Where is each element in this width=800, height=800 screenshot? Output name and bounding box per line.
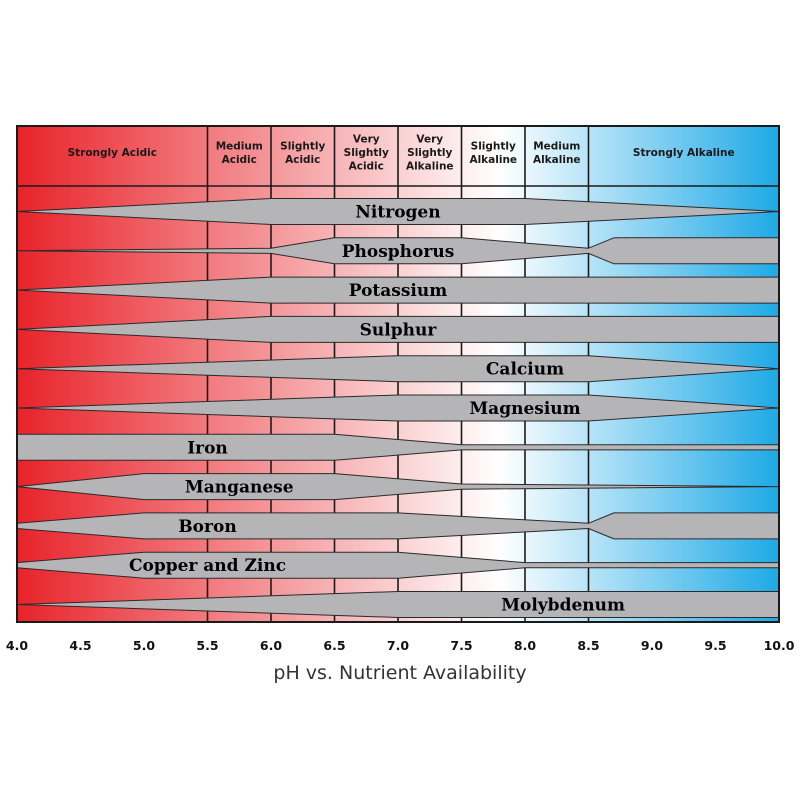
x-tick-label: 5.5 [196,638,218,653]
nutrient-label: Calcium [486,360,564,380]
nutrient-label: Copper and Zinc [129,556,286,576]
zone-label: Slightly Acidic [280,140,325,166]
zone-label: Very Slightly Alkaline [406,134,454,173]
nutrient-label: Potassium [349,281,447,301]
x-tick-label: 6.0 [260,638,282,653]
nutrient-band [16,512,780,540]
zone-label-line: Strongly Acidic [68,147,157,159]
x-tick-label: 4.5 [69,638,91,653]
zone-label-line: Slightly [280,140,325,152]
nutrient-label: Iron [187,438,228,458]
zone-label: Very Slightly Acidic [344,134,389,173]
zone-label-line: Slightly [344,147,389,159]
x-tick-label: 7.5 [450,638,472,653]
nutrient-labels: Nitrogen Phosphorus Potassium Sulphur Calciu… [129,203,625,616]
zone-label-line: Strongly Alkaline [633,147,735,159]
x-tick-label: 8.5 [577,638,599,653]
nutrient-label: Manganese [185,478,294,498]
ph-zone-labels: Strongly Acidic Medium Acidic Slightly Acidi… [68,134,735,173]
zone-label-line: Acidic [285,154,320,166]
x-tick-label: 6.5 [323,638,345,653]
nutrient-label: Sulphur [360,320,438,340]
x-tick-label: 8.0 [514,638,536,653]
zone-label-line: Alkaline [533,154,581,166]
zone-label-line: Slightly [471,140,516,152]
zone-label: Slightly Alkaline [469,140,517,166]
nutrient-label: Nitrogen [355,203,440,223]
zone-label: Strongly Alkaline [633,147,735,159]
nutrient-label: Magnesium [469,399,580,419]
chart-title: pH vs. Nutrient Availability [273,662,527,684]
zone-label: Medium Acidic [216,140,263,166]
zone-label-line: Slightly [407,147,452,159]
zone-label: Medium Alkaline [533,140,581,166]
zone-label-line: Very [353,134,380,146]
x-tick-label: 10.0 [764,638,795,653]
plot-border [16,125,780,623]
x-tick-label: 7.0 [387,638,409,653]
x-tick-label: 5.0 [133,638,155,653]
x-tick-label: 9.5 [704,638,726,653]
zone-label-line: Medium [533,140,580,152]
nutrient-label: Molybdenum [501,596,625,616]
zone-label-line: Alkaline [469,154,517,166]
nutrient-label: Phosphorus [342,242,455,262]
zone-label-line: Alkaline [406,161,454,173]
zone-label-line: Acidic [349,161,384,173]
zone-label-line: Medium [216,140,263,152]
x-tick-label: 9.0 [641,638,663,653]
zone-label-line: Very [416,134,443,146]
zone-label: Strongly Acidic [68,147,157,159]
nutrient-label: Boron [178,517,236,537]
zone-label-line: Acidic [222,154,257,166]
x-tick-label: 4.0 [6,638,28,653]
nutrient-bands [16,198,780,618]
x-axis-tick-labels: 4.0 4.5 5.0 5.5 6.0 6.5 7.0 7.5 8.0 8.5 9.0 9.5 10.0 [6,638,795,653]
